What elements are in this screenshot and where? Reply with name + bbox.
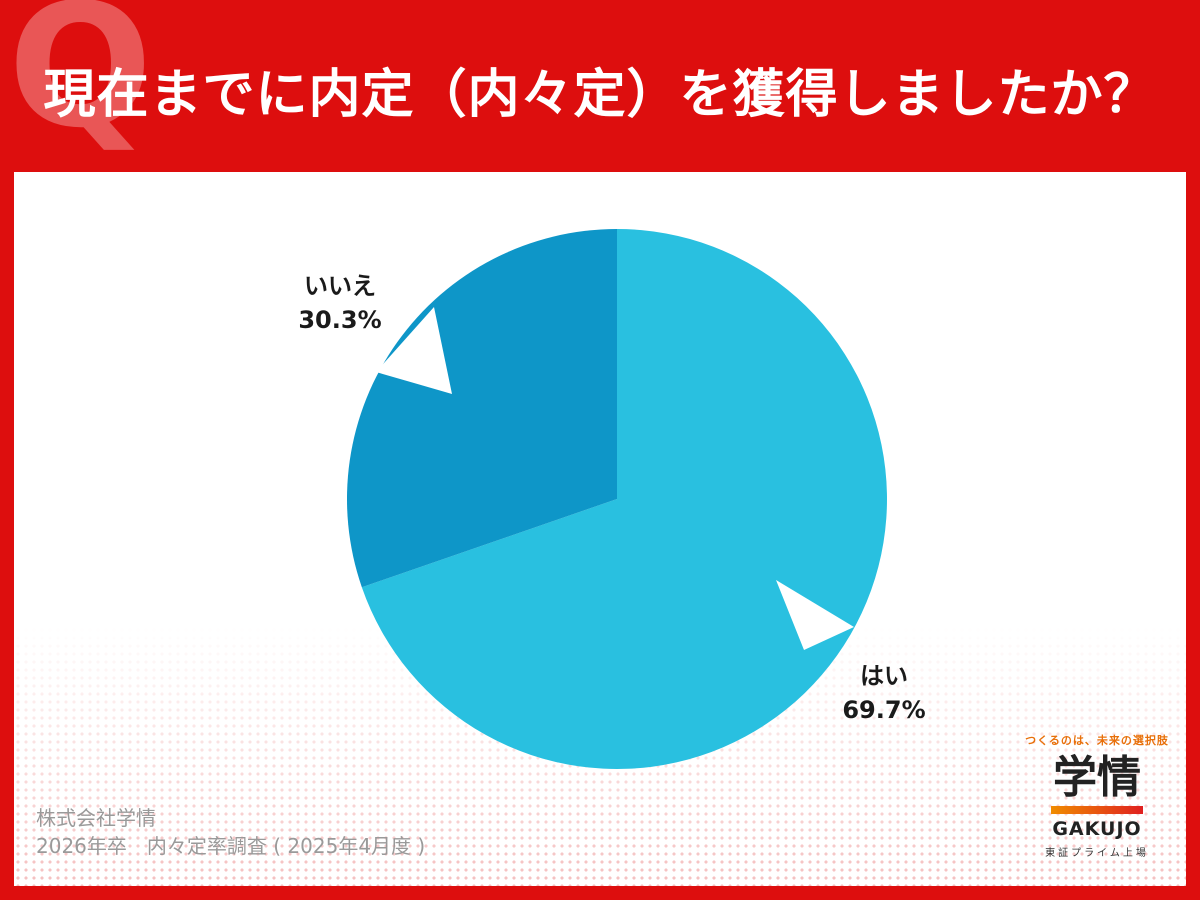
pie-slice-yes [361, 229, 887, 770]
slice-label-no: いいえ [304, 272, 376, 300]
logo-tagline: つくるのは、未来の選択肢 [1025, 734, 1169, 747]
logo-kanji: 学情 [1053, 752, 1141, 803]
source-note: 株式会社学情 2026年卒 内々定率調査 ( 2025年4月度 ) [36, 804, 425, 860]
source-company: 株式会社学情 [36, 806, 156, 830]
q-mark-icon: Q [8, 0, 153, 166]
chart-panel: はい 69.7% いいえ 30.3% 株式会社学情 2026年卒 内々定率調査 ( 2… [14, 172, 1186, 886]
logo-bar [1051, 806, 1143, 815]
pie-slice-no [346, 229, 617, 588]
logo-listing: 東証プライム上場 [1045, 848, 1149, 860]
pie-chart: はい 69.7% いいえ 30.3% [298, 229, 926, 770]
label-callout-no [376, 307, 452, 394]
label-callout-yes [776, 580, 854, 650]
source-survey: 2026年卒 内々定率調査 ( 2025年4月度 ) [36, 834, 426, 858]
slice-value-yes: 69.7% [842, 696, 925, 724]
page-title: 現在までに内定（内々定）を獲得しましたか？ [43, 65, 1157, 125]
gakujo-logo: つくるのは、未来の選択肢 学情 GAKUJO 東証プライム上場 [1022, 732, 1172, 859]
logo-roman: GAKUJO [1052, 818, 1142, 841]
slice-value-no: 30.3% [298, 306, 381, 334]
slice-label-yes: はい [860, 662, 908, 690]
